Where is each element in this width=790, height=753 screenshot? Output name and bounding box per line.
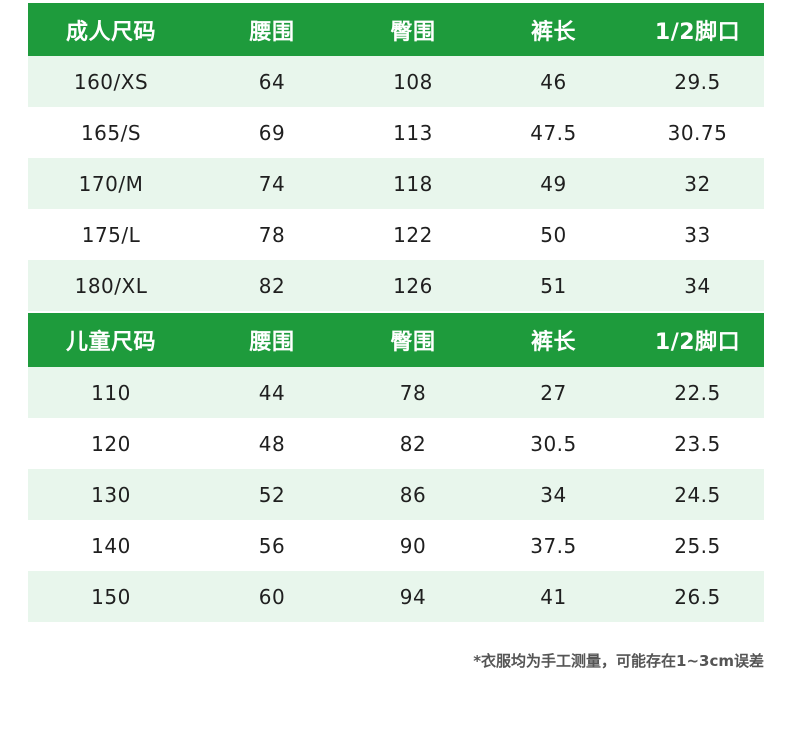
kids-table-header: 儿童尺码 腰围 臀围 裤长 1/2脚口 xyxy=(28,313,764,367)
table-row: 140 56 90 37.5 25.5 xyxy=(28,520,764,571)
waist-cell: 44 xyxy=(258,380,286,405)
length-cell: 46 xyxy=(540,69,567,94)
header-cell-waist: 腰围 xyxy=(249,330,295,355)
hip-cell: 118 xyxy=(393,171,433,196)
leg-opening-cell: 33 xyxy=(684,222,711,247)
leg-opening-cell: 22.5 xyxy=(674,380,721,405)
leg-opening-cell: 24.5 xyxy=(674,482,721,507)
size-cell: 160/XS xyxy=(73,69,149,94)
header-cell-leg-opening: 1/2脚口 xyxy=(654,330,741,355)
waist-cell: 78 xyxy=(258,222,286,247)
waist-cell: 69 xyxy=(258,120,286,145)
table-row: 165/S 69 113 47.5 30.75 xyxy=(28,107,764,158)
length-cell: 34 xyxy=(540,482,567,507)
size-cell: 175/L xyxy=(81,222,141,247)
table-row: 160/XS 64 108 46 29.5 xyxy=(28,56,764,107)
length-cell: 49 xyxy=(540,171,567,196)
waist-cell: 48 xyxy=(258,431,286,456)
leg-opening-cell: 32 xyxy=(684,171,711,196)
hip-cell: 108 xyxy=(393,69,433,94)
size-cell: 180/XL xyxy=(74,273,148,298)
header-cell-length: 裤长 xyxy=(530,19,576,45)
size-cell: 170/M xyxy=(78,171,144,196)
table-row: 110 44 78 27 22.5 xyxy=(28,367,764,418)
table-row: 180/XL 82 126 51 34 xyxy=(28,260,764,311)
hip-cell: 113 xyxy=(393,120,433,145)
hip-cell: 90 xyxy=(399,533,427,558)
header-cell-waist: 腰围 xyxy=(249,19,295,45)
header-cell-hip: 臀围 xyxy=(390,330,436,355)
table-row: 175/L 78 122 50 33 xyxy=(28,209,764,260)
size-cell: 150 xyxy=(91,584,131,609)
size-cell: 165/S xyxy=(80,120,142,145)
waist-cell: 60 xyxy=(258,584,286,609)
kids-size-table: 儿童尺码 腰围 臀围 裤长 1/2脚口 110 44 78 27 22.5 12… xyxy=(28,313,764,622)
leg-opening-cell: 25.5 xyxy=(674,533,721,558)
table-row: 130 52 86 34 24.5 xyxy=(28,469,764,520)
hip-cell: 78 xyxy=(399,380,427,405)
header-cell-hip: 臀围 xyxy=(390,19,436,45)
header-cell-leg-opening: 1/2脚口 xyxy=(654,19,741,45)
length-cell: 51 xyxy=(540,273,567,298)
hip-cell: 82 xyxy=(399,431,427,456)
leg-opening-cell: 34 xyxy=(684,273,711,298)
table-row: 120 48 82 30.5 23.5 xyxy=(28,418,764,469)
leg-opening-cell: 26.5 xyxy=(674,584,721,609)
header-cell-length: 裤长 xyxy=(530,330,576,355)
size-cell: 120 xyxy=(91,431,131,456)
hip-cell: 86 xyxy=(399,482,427,507)
waist-cell: 64 xyxy=(258,69,286,94)
size-cell: 110 xyxy=(91,380,131,405)
length-cell: 37.5 xyxy=(530,533,577,558)
size-cell: 130 xyxy=(91,482,131,507)
adult-size-table: 成人尺码 腰围 臀围 裤长 1/2脚口 160/XS 64 108 46 29.… xyxy=(28,3,764,311)
hip-cell: 94 xyxy=(399,584,427,609)
header-cell-size: 成人尺码 xyxy=(65,19,156,45)
length-cell: 41 xyxy=(540,584,567,609)
adult-table-header: 成人尺码 腰围 臀围 裤长 1/2脚口 xyxy=(28,3,764,56)
measurement-note: *衣服均为手工测量，可能存在1~3cm误差 xyxy=(473,652,764,670)
leg-opening-cell: 23.5 xyxy=(674,431,721,456)
header-cell-size: 儿童尺码 xyxy=(65,330,156,355)
table-row: 170/M 74 118 49 32 xyxy=(28,158,764,209)
waist-cell: 74 xyxy=(258,171,286,196)
length-cell: 50 xyxy=(540,222,567,247)
waist-cell: 52 xyxy=(258,482,286,507)
hip-cell: 122 xyxy=(393,222,433,247)
table-row: 150 60 94 41 26.5 xyxy=(28,571,764,622)
leg-opening-cell: 30.75 xyxy=(667,120,728,145)
waist-cell: 56 xyxy=(258,533,286,558)
hip-cell: 126 xyxy=(393,273,433,298)
length-cell: 47.5 xyxy=(530,120,577,145)
waist-cell: 82 xyxy=(258,273,286,298)
length-cell: 30.5 xyxy=(530,431,577,456)
length-cell: 27 xyxy=(540,380,567,405)
leg-opening-cell: 29.5 xyxy=(674,69,721,94)
size-cell: 140 xyxy=(91,533,131,558)
